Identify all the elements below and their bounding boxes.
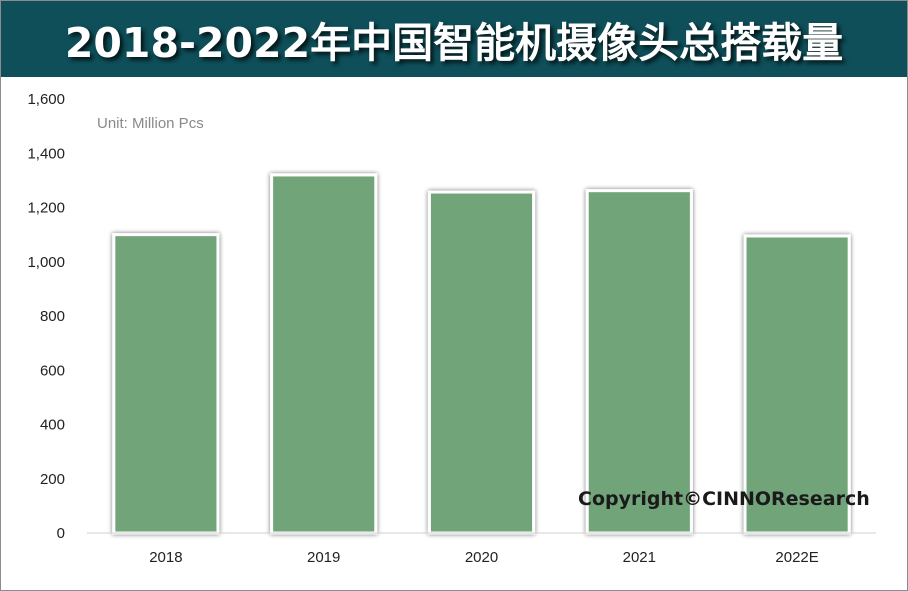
y-tick-label: 1,200: [27, 200, 65, 217]
bar-2021: [585, 189, 693, 535]
y-tick-label: 1,400: [27, 145, 65, 162]
bar-2019: [270, 173, 378, 535]
bar-2020: [427, 190, 536, 535]
x-tick-label: 2020: [465, 549, 498, 566]
y-tick-label: 600: [40, 362, 65, 379]
y-tick-label: 800: [40, 308, 65, 325]
title-bar: 2018-2022年中国智能机摄像头总搭载量: [1, 1, 907, 77]
y-tick-label: 400: [40, 417, 65, 434]
x-tick-label: 2018: [149, 549, 182, 566]
x-tick-label: 2022E: [775, 549, 818, 566]
chart-title: 2018-2022年中国智能机摄像头总搭载量: [64, 19, 844, 67]
y-tick-label: 1,000: [27, 254, 65, 271]
bar-2018: [112, 233, 220, 535]
unit-label: Unit: Million Pcs: [97, 115, 204, 132]
y-tick-label: 1,600: [27, 91, 65, 108]
bars-group: [112, 173, 851, 535]
x-axis: 2018 2019 2020 2021 2022E: [149, 549, 819, 566]
y-tick-label: 200: [40, 471, 65, 488]
copyright-label: Copyright©CINNOResearch: [578, 488, 870, 510]
x-tick-label: 2021: [623, 549, 656, 566]
y-tick-label: 0: [57, 525, 65, 542]
bar-2022E: [743, 234, 851, 535]
y-axis: 0 200 400 600 800 1,000 1,200 1,400 1,600: [27, 91, 65, 542]
x-tick-label: 2019: [307, 549, 340, 566]
